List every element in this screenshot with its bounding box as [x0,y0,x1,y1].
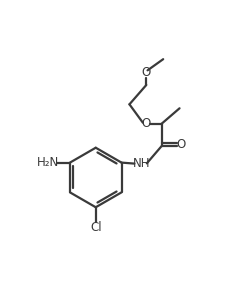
Text: NH: NH [132,157,150,170]
Text: O: O [141,66,150,79]
Text: Cl: Cl [90,221,101,234]
Text: O: O [176,138,185,151]
Text: O: O [141,117,150,130]
Text: H₂N: H₂N [37,156,59,169]
